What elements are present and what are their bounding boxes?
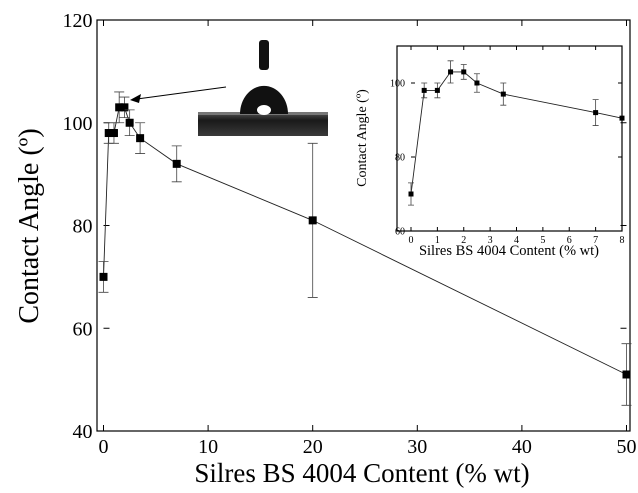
main-plot-area bbox=[96, 19, 631, 432]
main-series-points bbox=[98, 91, 632, 406]
x-tick-label: 0 bbox=[99, 436, 109, 458]
x-tick-label: 2 bbox=[461, 235, 466, 246]
data-point bbox=[99, 272, 108, 281]
x-tick-label: 4 bbox=[514, 235, 519, 246]
inset-x-axis-label: Silres BS 4004 Content (% wt) bbox=[419, 243, 599, 259]
data-point bbox=[434, 87, 440, 93]
main-x-axis-label: Silres BS 4004 Content (% wt) bbox=[194, 458, 529, 488]
y-tick-label: 60 bbox=[73, 318, 93, 340]
data-point bbox=[448, 69, 454, 75]
x-tick-label: 3 bbox=[488, 235, 493, 246]
x-tick-label: 1 bbox=[435, 235, 440, 246]
x-tick-label: 7 bbox=[593, 235, 598, 246]
x-tick-label: 20 bbox=[303, 436, 323, 458]
main-y-axis-label: Contact Angle (º) bbox=[14, 128, 45, 323]
data-point bbox=[308, 216, 317, 225]
y-tick-label: 60 bbox=[395, 227, 405, 238]
x-tick-label: 0 bbox=[409, 235, 414, 246]
x-tick-label: 6 bbox=[567, 235, 572, 246]
data-point bbox=[104, 129, 113, 138]
data-point bbox=[109, 129, 118, 138]
data-point bbox=[421, 87, 427, 93]
series-line bbox=[410, 71, 623, 195]
data-point bbox=[593, 110, 599, 116]
y-tick-label: 100 bbox=[390, 79, 405, 90]
main-plot-frame bbox=[96, 19, 631, 432]
y-tick-label: 100 bbox=[63, 113, 93, 135]
data-point bbox=[172, 159, 181, 168]
y-tick-label: 80 bbox=[395, 153, 405, 164]
y-tick-label: 80 bbox=[73, 216, 93, 238]
x-tick-label: 5 bbox=[540, 235, 545, 246]
data-point bbox=[619, 115, 625, 121]
annotation-arrow bbox=[130, 86, 227, 103]
data-point bbox=[115, 103, 124, 112]
inset-plot-area bbox=[396, 45, 623, 232]
data-point bbox=[461, 69, 467, 75]
data-point bbox=[120, 103, 129, 112]
x-tick-label: 50 bbox=[617, 436, 637, 458]
data-point bbox=[500, 91, 506, 97]
inset-plot-frame bbox=[396, 45, 623, 232]
inset-y-axis-label: Contact Angle (º) bbox=[355, 89, 370, 187]
y-tick-label: 40 bbox=[73, 421, 93, 443]
x-tick-label: 10 bbox=[198, 436, 218, 458]
x-tick-label: 40 bbox=[512, 436, 532, 458]
inset-series-line bbox=[410, 71, 623, 195]
water-droplet-image bbox=[198, 40, 328, 136]
inset-x-ticks: 0 1 2 3 4 5 6 7 8 bbox=[409, 46, 625, 246]
data-point bbox=[136, 134, 145, 143]
data-point bbox=[622, 370, 631, 379]
inset-y-ticks: 60 80 100 bbox=[390, 79, 622, 238]
data-point bbox=[408, 191, 414, 197]
data-point bbox=[125, 118, 134, 127]
main-x-ticks: 0 10 20 30 40 50 bbox=[99, 20, 637, 458]
x-tick-label: 30 bbox=[407, 436, 427, 458]
x-tick-label: 8 bbox=[620, 235, 625, 246]
data-point bbox=[474, 80, 480, 86]
y-tick-label: 120 bbox=[63, 10, 93, 32]
inset-series-points bbox=[408, 60, 625, 206]
